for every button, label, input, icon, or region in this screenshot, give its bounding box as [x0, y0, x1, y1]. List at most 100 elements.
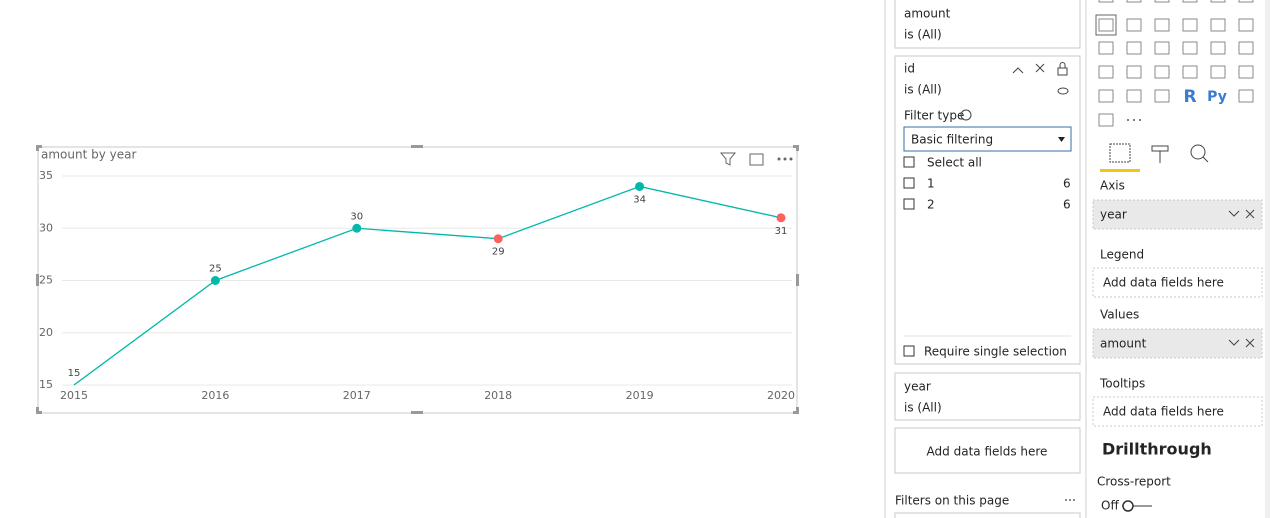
- checkbox[interactable]: [903, 198, 915, 210]
- require-single: Require single selection: [924, 345, 1067, 359]
- visual-icon[interactable]: [1210, 0, 1226, 3]
- visual-icon[interactable]: [1126, 65, 1142, 79]
- x-tick-label: 2020: [767, 389, 795, 402]
- visual-icon[interactable]: [1154, 65, 1170, 79]
- filter-card[interactable]: [894, 512, 1081, 518]
- visual-icon[interactable]: [1154, 41, 1170, 55]
- dropdown-arrow: [1058, 137, 1065, 142]
- visual-icon[interactable]: [1098, 89, 1114, 103]
- field-controls[interactable]: [1228, 338, 1255, 348]
- dropdown-value: Basic filtering: [911, 133, 993, 147]
- data-label: 31: [775, 226, 788, 237]
- visual-icon[interactable]: [1182, 65, 1198, 79]
- active-tab: [1100, 169, 1140, 172]
- visual-icon[interactable]: [1182, 18, 1198, 32]
- visual-icon[interactable]: [1154, 0, 1170, 3]
- line: [73, 185, 782, 386]
- filter-state: is (All): [904, 28, 942, 42]
- visual-icon[interactable]: [1126, 41, 1142, 55]
- point: [210, 276, 220, 285]
- more-menu[interactable]: [1065, 499, 1075, 501]
- visual-icon[interactable]: [1210, 18, 1226, 32]
- point: [776, 213, 786, 223]
- visual-icon[interactable]: [1238, 89, 1254, 103]
- point: [493, 234, 503, 244]
- well-label: Tooltips: [1099, 377, 1145, 391]
- filter-state: is (All): [904, 83, 942, 97]
- visual-icon[interactable]: [1098, 0, 1114, 3]
- filter-card[interactable]: [894, 0, 1081, 49]
- pane-tabs[interactable]: [1109, 143, 1209, 163]
- visual-icon[interactable]: [1098, 113, 1114, 127]
- checkbox[interactable]: [903, 156, 915, 168]
- visual-icon[interactable]: [1182, 41, 1198, 55]
- visual-icon[interactable]: [1098, 65, 1114, 79]
- setting-label: Cross-report: [1097, 475, 1171, 489]
- toggle[interactable]: [1122, 500, 1152, 512]
- checkbox[interactable]: [903, 345, 915, 357]
- well-label: Axis: [1100, 179, 1125, 193]
- filter-state: is (All): [904, 401, 942, 415]
- drop-zone[interactable]: [894, 427, 1081, 474]
- well-field: amount: [1100, 337, 1147, 351]
- visual-icon[interactable]: [1126, 89, 1142, 103]
- data-label: 30: [350, 211, 363, 222]
- point: [352, 223, 362, 233]
- data-label: 34: [633, 194, 646, 205]
- card-icons[interactable]: [1012, 62, 1069, 95]
- visual-icon[interactable]: [1182, 0, 1198, 3]
- item-label: 1: [927, 177, 935, 191]
- selected-icon: [1095, 14, 1117, 36]
- filter-card[interactable]: [894, 372, 1081, 421]
- visual-icon[interactable]: [1238, 41, 1254, 55]
- resize-handles: [36, 145, 799, 414]
- field-well[interactable]: [1092, 396, 1263, 427]
- well-label: Values: [1100, 308, 1139, 322]
- visual-icon[interactable]: [1154, 89, 1170, 103]
- info-icon[interactable]: [960, 109, 972, 121]
- visual-header-icons[interactable]: [719, 152, 793, 166]
- filter-field: amount: [904, 7, 951, 21]
- field-well[interactable]: [1092, 267, 1263, 298]
- icon-r[interactable]: R: [1183, 87, 1196, 107]
- x-tick-label: 2015: [60, 389, 88, 402]
- checkbox[interactable]: [903, 177, 915, 189]
- x-tick-label: 2017: [343, 389, 371, 402]
- visual-icon[interactable]: [1238, 65, 1254, 79]
- x-tick-label: 2019: [626, 389, 654, 402]
- x-tick-label: 2016: [201, 389, 229, 402]
- select-all: Select all: [927, 156, 982, 170]
- visual-icon[interactable]: [1126, 0, 1142, 3]
- filter-field: year: [904, 380, 931, 394]
- visual-icon-grid: [1098, 0, 1254, 127]
- visual-icon[interactable]: [1154, 18, 1170, 32]
- y-tick-label: 35: [39, 169, 53, 182]
- more-visuals[interactable]: [1127, 119, 1141, 121]
- visual-icon[interactable]: [1098, 18, 1114, 32]
- visual-icon[interactable]: [1210, 41, 1226, 55]
- section-header: Filters on this page: [895, 494, 1009, 508]
- data-label: 15: [68, 368, 81, 379]
- filter-card[interactable]: [894, 55, 1081, 365]
- data-label: 29: [492, 247, 505, 258]
- item-label: 2: [927, 198, 935, 212]
- toggle-label: Off: [1101, 499, 1119, 513]
- field-well[interactable]: [1092, 328, 1263, 359]
- visual-icon[interactable]: [1210, 65, 1226, 79]
- visual-icon[interactable]: [1126, 18, 1142, 32]
- well-placeholder: Add data fields here: [1103, 405, 1224, 419]
- item-count: 6: [1063, 198, 1071, 212]
- dropdown[interactable]: [903, 126, 1072, 152]
- drop-zone-text: Add data fields here: [927, 445, 1048, 459]
- scrollbar[interactable]: [1265, 0, 1270, 518]
- y-tick-label: 25: [39, 274, 53, 287]
- visual-icon[interactable]: [1238, 18, 1254, 32]
- field-controls[interactable]: [1228, 209, 1255, 219]
- icon-py[interactable]: Py: [1207, 89, 1227, 105]
- visual-icon[interactable]: [1238, 0, 1254, 3]
- visual-icon[interactable]: [1098, 41, 1114, 55]
- field-well[interactable]: [1092, 199, 1263, 230]
